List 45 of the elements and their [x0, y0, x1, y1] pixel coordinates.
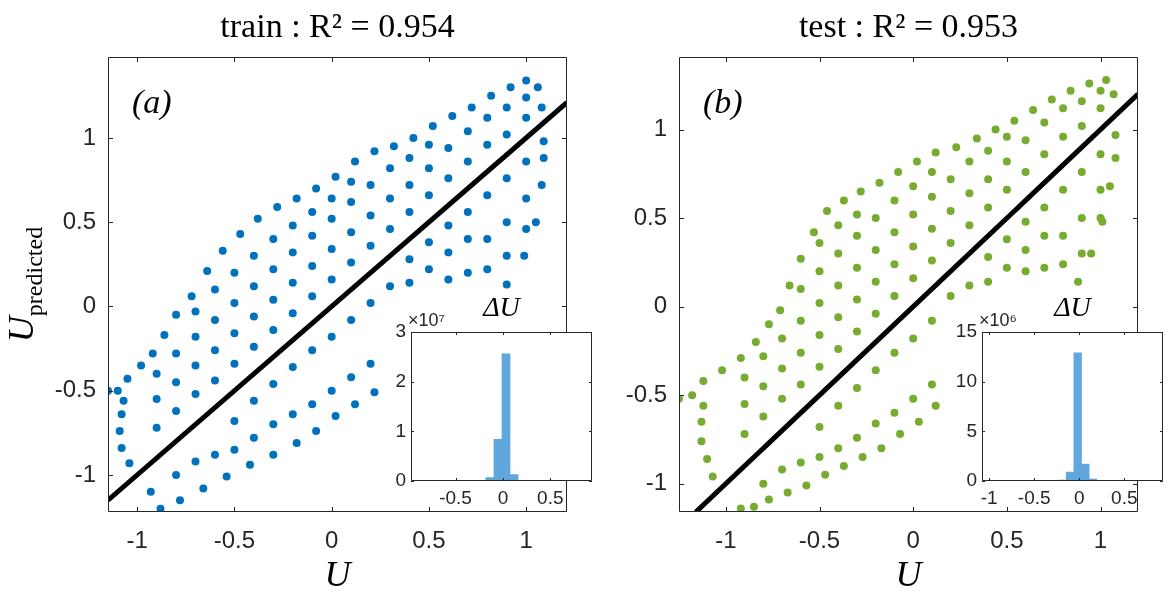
y-tick-label: 1 — [82, 122, 96, 150]
y-tick-label: 1 — [653, 114, 667, 142]
chart-title: ΔU — [1053, 291, 1093, 322]
y-tick-label: 5 — [966, 419, 977, 441]
y-tick-label: -0.5 — [625, 379, 667, 407]
y-tick-label: 1 — [395, 419, 406, 441]
x-tick-label: 0.5 — [990, 526, 1024, 554]
x-tick-label: 1 — [519, 526, 533, 554]
y-tick-label: 3 — [395, 320, 406, 342]
y-tick-label: -1 — [74, 459, 96, 487]
y-tick-label: -0.5 — [54, 375, 96, 403]
y-tick-label: 2 — [395, 369, 406, 391]
chart-title: test : R² = 0.953 — [798, 7, 1019, 44]
x-axis-title: U — [895, 554, 924, 594]
y-tick-label: 0.5 — [62, 206, 96, 234]
x-tick-label: 0.5 — [537, 486, 564, 508]
y-tick-label: 10 — [955, 369, 977, 391]
y-tick-label: 0 — [966, 469, 977, 491]
annotation: ×10⁷ — [408, 310, 446, 330]
annotation: ×10⁶ — [979, 310, 1017, 330]
x-tick-label: -0.5 — [798, 526, 841, 554]
x-tick-label: 0 — [1073, 486, 1085, 508]
x-tick-label: 0.5 — [412, 526, 446, 554]
y-tick-label: 0.5 — [633, 202, 667, 230]
y-tick-label: 0 — [82, 291, 96, 319]
x-tick-label: 1 — [1093, 526, 1108, 554]
annotation: (a) — [132, 83, 172, 121]
y-tick-label: 0 — [653, 291, 667, 319]
x-tick-label: -1 — [715, 526, 737, 554]
x-tick-label: -0.5 — [1017, 486, 1051, 508]
y-axis-title: Upredicted — [1, 226, 47, 343]
y-tick-label: 15 — [955, 320, 977, 342]
x-tick-label: -0.5 — [439, 486, 472, 508]
annotation: (b) — [703, 83, 743, 121]
x-tick-label: 0 — [906, 526, 920, 554]
x-tick-label: 0.5 — [1111, 486, 1138, 508]
x-tick-label: -1 — [980, 486, 998, 508]
x-tick-label: -0.5 — [213, 526, 256, 554]
x-axis-title: U — [324, 554, 353, 594]
y-tick-label: 0 — [395, 469, 406, 491]
x-tick-label: -1 — [126, 526, 148, 554]
x-tick-label: 0 — [497, 486, 509, 508]
chart-title: ΔU — [482, 291, 522, 322]
chart-title: train : R² = 0.954 — [220, 7, 455, 44]
x-tick-label: 0 — [324, 526, 339, 554]
